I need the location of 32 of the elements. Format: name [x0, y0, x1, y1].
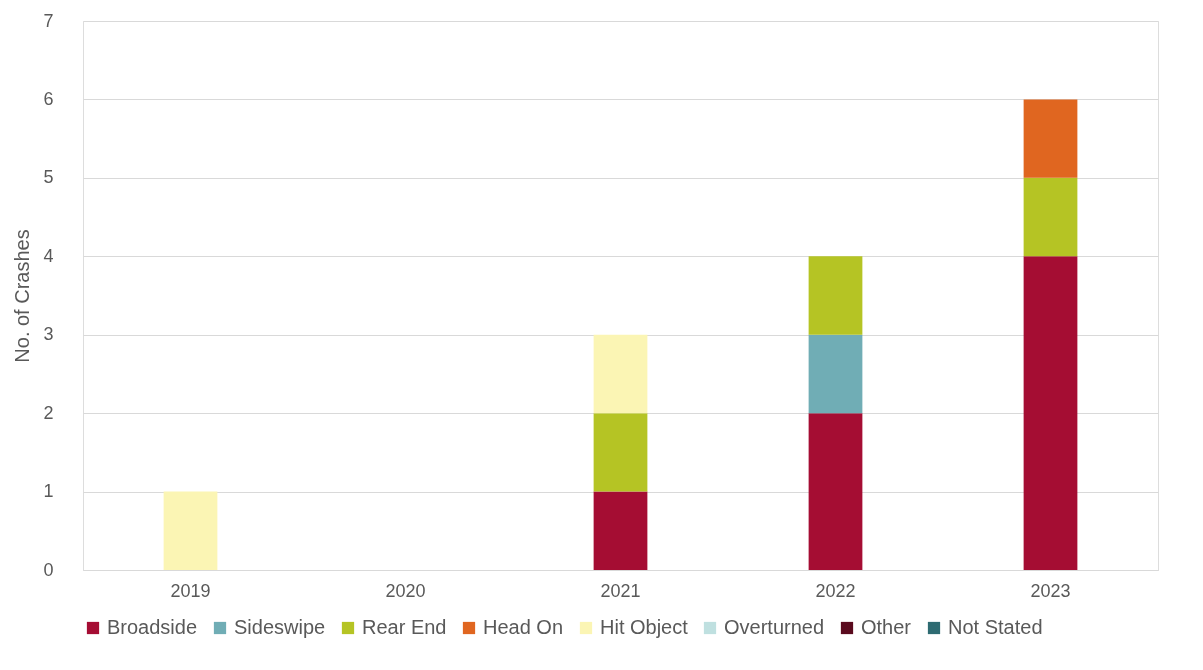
bar [163, 491, 218, 570]
y-tick-label: 5 [43, 167, 54, 188]
y-axis-title: No. of Crashes [11, 229, 34, 363]
x-tick-label: 2021 [600, 580, 641, 601]
legend-label: Rear End [362, 616, 447, 638]
legend-label: Broadside [107, 616, 198, 638]
bar [1023, 99, 1078, 178]
bar [1023, 177, 1078, 257]
legend-label: Other [861, 616, 912, 638]
bar [593, 491, 648, 570]
x-tick-label: 2023 [1030, 580, 1071, 601]
legend-label: Sideswipe [234, 616, 326, 638]
y-tick-label: 0 [43, 559, 54, 580]
bar [808, 334, 863, 414]
legend-label: Overturned [724, 616, 825, 638]
y-tick-label: 6 [43, 88, 54, 109]
bar [808, 256, 863, 335]
bar [808, 413, 863, 570]
legend-label: Hit Object [600, 616, 689, 638]
bar [1023, 256, 1078, 570]
y-tick-label: 2 [43, 402, 54, 423]
bar [593, 413, 648, 492]
legend-label: Not Stated [948, 616, 1043, 638]
bar [593, 334, 648, 414]
x-tick-label: 2019 [170, 580, 211, 601]
y-tick-label: 3 [43, 324, 54, 345]
y-tick-label: 4 [43, 245, 54, 266]
legend-label: Head On [483, 616, 564, 638]
x-tick-label: 2020 [385, 580, 426, 601]
x-tick-label: 2022 [815, 580, 856, 601]
y-tick-label: 1 [43, 481, 54, 502]
y-tick-label: 7 [43, 10, 54, 31]
